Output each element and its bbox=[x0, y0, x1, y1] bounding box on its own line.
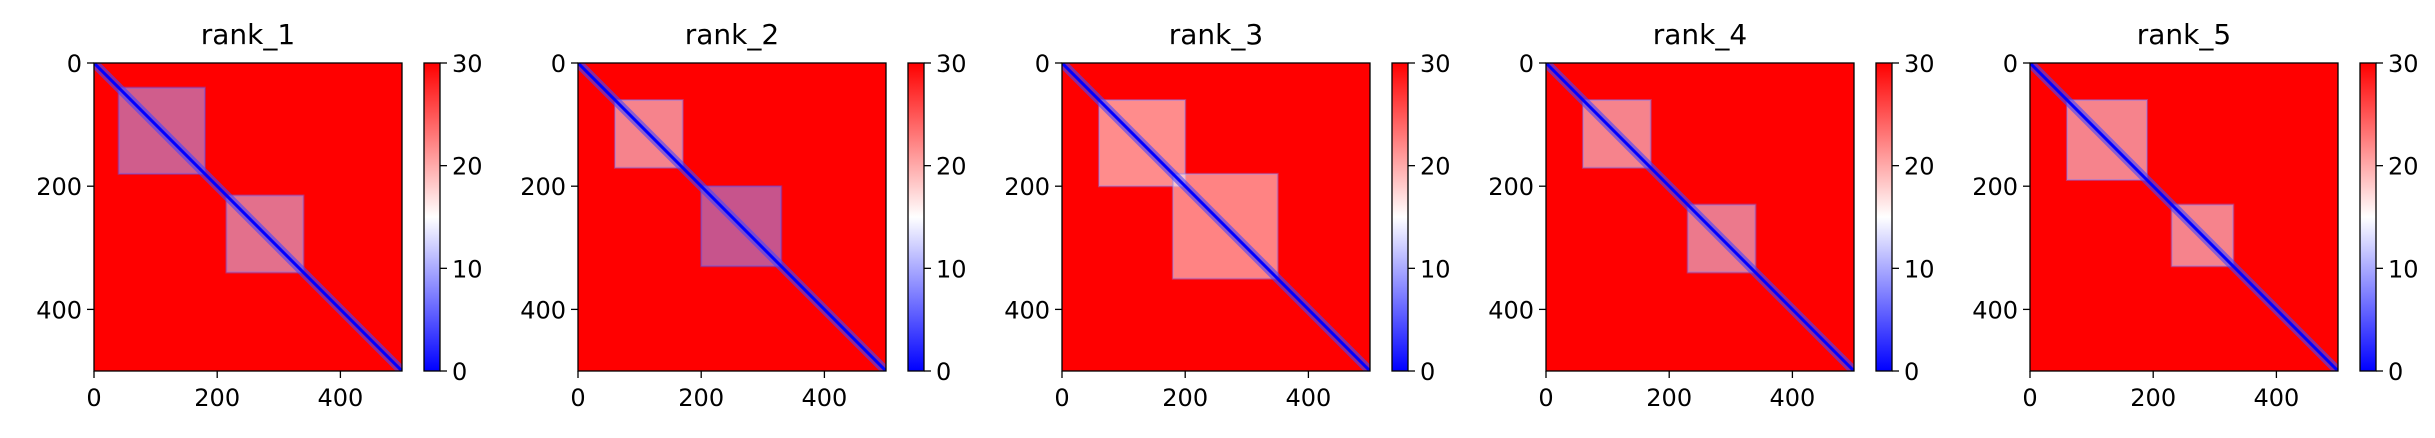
colorbar-tick-label: 20 bbox=[2388, 153, 2419, 181]
colorbar-frame bbox=[2359, 62, 2377, 372]
x-tick-label: 0 bbox=[86, 384, 101, 412]
colorbar bbox=[2360, 63, 2376, 371]
panel-4: rank_4 0 200 400 0 200 400 0 10 20 30 bbox=[1488, 18, 1934, 412]
panel-1: rank_1 0 200 400 0 200 400 0 10 20 30 bbox=[36, 18, 482, 412]
colorbar-tick-label: 30 bbox=[936, 50, 967, 78]
x-tick-label: 200 bbox=[194, 384, 240, 412]
colorbar bbox=[424, 63, 440, 371]
heatmap bbox=[578, 63, 886, 371]
x-tick-label: 0 bbox=[570, 384, 585, 412]
x-tick-label: 400 bbox=[2253, 384, 2299, 412]
panel-title: rank_4 bbox=[1653, 18, 1747, 51]
colorbar-tick-label: 20 bbox=[1420, 153, 1451, 181]
x-tick-label: 0 bbox=[2022, 384, 2037, 412]
colorbar-tick-label: 20 bbox=[452, 153, 483, 181]
x-tick-label: 200 bbox=[1162, 384, 1208, 412]
panel-title: rank_5 bbox=[2137, 18, 2231, 51]
panel-5: rank_5 0 200 400 0 200 400 0 10 20 30 bbox=[1972, 18, 2418, 412]
heatmap bbox=[1546, 63, 1854, 371]
y-tick-label: 0 bbox=[551, 50, 566, 78]
y-tick-label: 400 bbox=[36, 296, 82, 324]
colorbar-tick-label: 10 bbox=[1420, 255, 1451, 283]
y-tick-label: 200 bbox=[1972, 173, 2018, 201]
panel-title: rank_3 bbox=[1169, 18, 1263, 51]
panel-2: rank_2 0 200 400 0 200 400 0 10 20 30 bbox=[520, 18, 966, 412]
y-tick-label: 200 bbox=[1488, 173, 1534, 201]
colorbar-tick-label: 30 bbox=[452, 50, 483, 78]
colorbar-tick-label: 0 bbox=[1420, 358, 1435, 386]
heatmap bbox=[2030, 63, 2338, 371]
panel-3: rank_3 0 200 400 0 200 400 0 10 20 30 bbox=[1004, 18, 1450, 412]
diagonal-line bbox=[1546, 63, 1854, 371]
y-tick-label: 400 bbox=[1004, 296, 1050, 324]
colorbar-frame bbox=[1875, 62, 1893, 372]
diagonal-line bbox=[578, 63, 886, 371]
colorbar-tick-label: 30 bbox=[2388, 50, 2419, 78]
plot-frame bbox=[577, 62, 887, 372]
colorbar bbox=[1392, 63, 1408, 371]
colorbar-tick-label: 10 bbox=[1904, 255, 1935, 283]
colorbar-frame bbox=[907, 62, 925, 372]
y-tick-label: 200 bbox=[520, 173, 566, 201]
y-tick-label: 400 bbox=[1488, 296, 1534, 324]
y-tick-label: 0 bbox=[1519, 50, 1534, 78]
x-tick-label: 400 bbox=[1285, 384, 1331, 412]
plot-frame bbox=[2029, 62, 2339, 372]
colorbar-tick-label: 10 bbox=[936, 255, 967, 283]
x-tick-label: 200 bbox=[678, 384, 724, 412]
plot-frame bbox=[93, 62, 403, 372]
heatmap bbox=[1062, 63, 1370, 371]
colorbar-tick-label: 10 bbox=[452, 255, 483, 283]
y-tick-label: 400 bbox=[520, 296, 566, 324]
y-tick-label: 400 bbox=[1972, 296, 2018, 324]
panel-title: rank_1 bbox=[201, 18, 295, 51]
y-tick-label: 0 bbox=[1035, 50, 1050, 78]
colorbar-frame bbox=[1391, 62, 1409, 372]
x-tick-label: 200 bbox=[1646, 384, 1692, 412]
colorbar-tick-label: 0 bbox=[1904, 358, 1919, 386]
colorbar-tick-label: 0 bbox=[2388, 358, 2403, 386]
colorbar-tick-label: 20 bbox=[1904, 153, 1935, 181]
colorbar bbox=[908, 63, 924, 371]
panel-title: rank_2 bbox=[685, 18, 779, 51]
colorbar-tick-label: 0 bbox=[452, 358, 467, 386]
plot-frame bbox=[1545, 62, 1855, 372]
y-tick-label: 0 bbox=[67, 50, 82, 78]
y-tick-label: 200 bbox=[36, 173, 82, 201]
colorbar-tick-label: 30 bbox=[1420, 50, 1451, 78]
x-tick-label: 400 bbox=[317, 384, 363, 412]
colorbar-tick-label: 30 bbox=[1904, 50, 1935, 78]
colorbar-tick-label: 10 bbox=[2388, 255, 2419, 283]
x-tick-label: 0 bbox=[1054, 384, 1069, 412]
x-tick-label: 200 bbox=[2130, 384, 2176, 412]
colorbar-tick-label: 20 bbox=[936, 153, 967, 181]
colorbar bbox=[1876, 63, 1892, 371]
diagonal-line bbox=[2030, 63, 2338, 371]
y-tick-label: 200 bbox=[1004, 173, 1050, 201]
diagonal-line bbox=[94, 63, 402, 371]
plot-frame bbox=[1061, 62, 1371, 372]
colorbar-tick-label: 0 bbox=[936, 358, 951, 386]
heatmap bbox=[94, 63, 402, 371]
diagonal-line bbox=[1062, 63, 1370, 371]
x-tick-label: 0 bbox=[1538, 384, 1553, 412]
x-tick-label: 400 bbox=[1769, 384, 1815, 412]
x-tick-label: 400 bbox=[801, 384, 847, 412]
y-tick-label: 0 bbox=[2003, 50, 2018, 78]
colorbar-frame bbox=[423, 62, 441, 372]
